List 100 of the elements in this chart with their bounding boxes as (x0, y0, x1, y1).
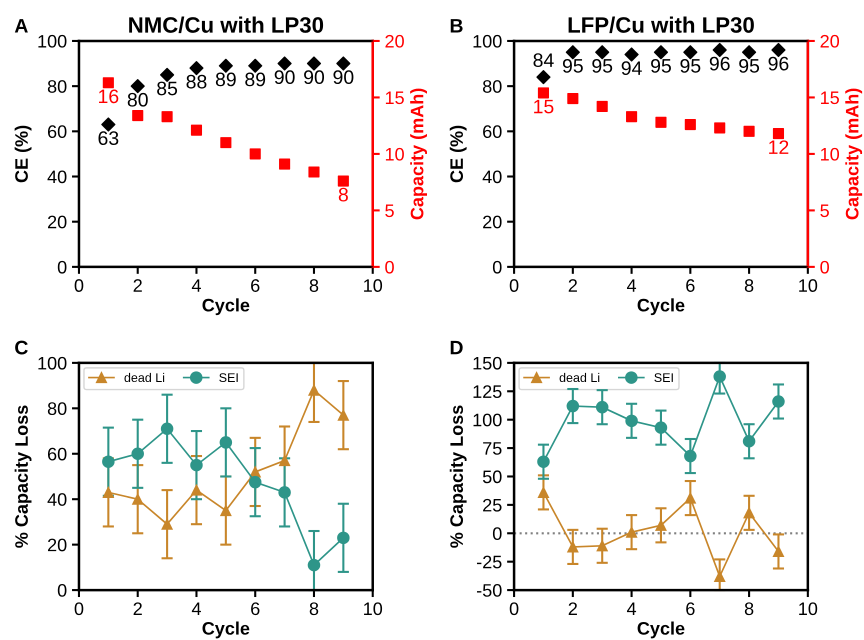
point (162, 518, 173, 530)
y-tick-label: 40 (48, 493, 66, 506)
y-tick-label: 25 (483, 498, 502, 512)
data-label: 8 (338, 188, 348, 202)
x-tick-label: 6 (686, 279, 695, 292)
point (714, 122, 726, 134)
y-tick-label: 100 (38, 356, 66, 370)
point (683, 45, 698, 60)
y-tick-label: 125 (474, 385, 502, 398)
point (596, 400, 608, 414)
point (132, 494, 144, 505)
point (713, 370, 726, 383)
point (595, 45, 610, 60)
x-tick-label: 4 (626, 602, 636, 615)
point (655, 520, 667, 531)
point (102, 455, 115, 468)
x-axis-title: Cycle (638, 621, 684, 638)
data-label: 95 (651, 58, 671, 73)
y-tick-label: 0 (58, 260, 66, 274)
point (102, 486, 114, 498)
point (336, 56, 350, 71)
point (308, 384, 320, 396)
point (684, 118, 696, 130)
point (338, 410, 349, 421)
data-label: 89 (216, 72, 236, 86)
point (190, 458, 203, 472)
y2-tick-label: 10 (821, 148, 840, 161)
x-tick-label: 6 (251, 279, 260, 292)
point (655, 116, 667, 128)
data-label: 15 (534, 100, 554, 114)
data-label: 84 (533, 53, 554, 68)
data-label: 16 (99, 89, 118, 104)
point (250, 148, 261, 160)
point (596, 540, 608, 552)
data-label: 95 (562, 58, 583, 73)
y-tick-label: 60 (48, 125, 66, 138)
y2-tick-label: 5 (385, 204, 394, 218)
point (278, 486, 291, 499)
point (714, 570, 726, 582)
x-axis-title: Cycle (202, 298, 250, 316)
data-label: 96 (710, 56, 730, 70)
point (338, 175, 349, 187)
point (538, 486, 550, 498)
y-tick-label: 60 (483, 125, 502, 138)
point (742, 435, 756, 448)
y2-tick-label: 20 (385, 34, 404, 48)
legend-label: SEI (219, 373, 238, 382)
point (626, 111, 638, 122)
x-tick-label: 2 (568, 602, 577, 615)
y-tick-label: 100 (474, 34, 502, 48)
y-axis-title: CE (%) (450, 126, 467, 182)
point (772, 395, 785, 408)
y2-axis-title: Capacity (mAh) (410, 88, 428, 220)
x-tick-label: 10 (799, 602, 818, 616)
point (189, 60, 204, 76)
legend-label: dead Li (124, 372, 164, 382)
x-tick-label: 2 (134, 279, 142, 292)
point (308, 166, 320, 178)
point (567, 93, 578, 104)
point (566, 45, 580, 60)
point (130, 79, 145, 94)
data-label: 85 (157, 82, 178, 96)
point (744, 507, 755, 518)
y2-tick-label: 5 (820, 204, 829, 218)
point (684, 492, 696, 504)
data-label: 89 (245, 72, 266, 86)
y-tick-label: -25 (476, 556, 502, 568)
x-tick-label: 0 (510, 602, 518, 616)
data-label: 88 (186, 74, 206, 89)
legend-label: dead Li (560, 372, 600, 382)
text: D (450, 340, 463, 354)
point (771, 42, 786, 58)
x-tick-label: 6 (251, 602, 260, 616)
point (596, 100, 608, 112)
point (744, 126, 755, 137)
y-tick-label: 0 (492, 527, 502, 540)
x-tick-label: 8 (744, 602, 754, 616)
x-tick-label: 4 (626, 279, 636, 292)
point (220, 137, 232, 148)
x-tick-label: 10 (364, 602, 382, 616)
point (567, 541, 578, 552)
y-tick-label: 60 (48, 448, 66, 460)
y-axis-title: % Capacity Loss (14, 405, 32, 548)
point (218, 58, 233, 73)
y-tick-label: 80 (48, 402, 66, 416)
data-label: 90 (274, 70, 295, 84)
point (248, 58, 262, 73)
data-label: 80 (128, 92, 148, 107)
point (772, 128, 784, 140)
point (712, 42, 727, 58)
y-tick-label: 40 (482, 170, 502, 184)
x-tick-label: 10 (799, 279, 818, 292)
point (536, 70, 551, 84)
x-tick-label: 4 (192, 279, 201, 292)
y-tick-label: -50 (476, 584, 502, 597)
y-tick-label: 20 (48, 538, 66, 552)
y-tick-label: 80 (48, 80, 66, 93)
point (654, 421, 668, 434)
x-tick-label: 0 (74, 602, 84, 616)
point (220, 505, 232, 516)
